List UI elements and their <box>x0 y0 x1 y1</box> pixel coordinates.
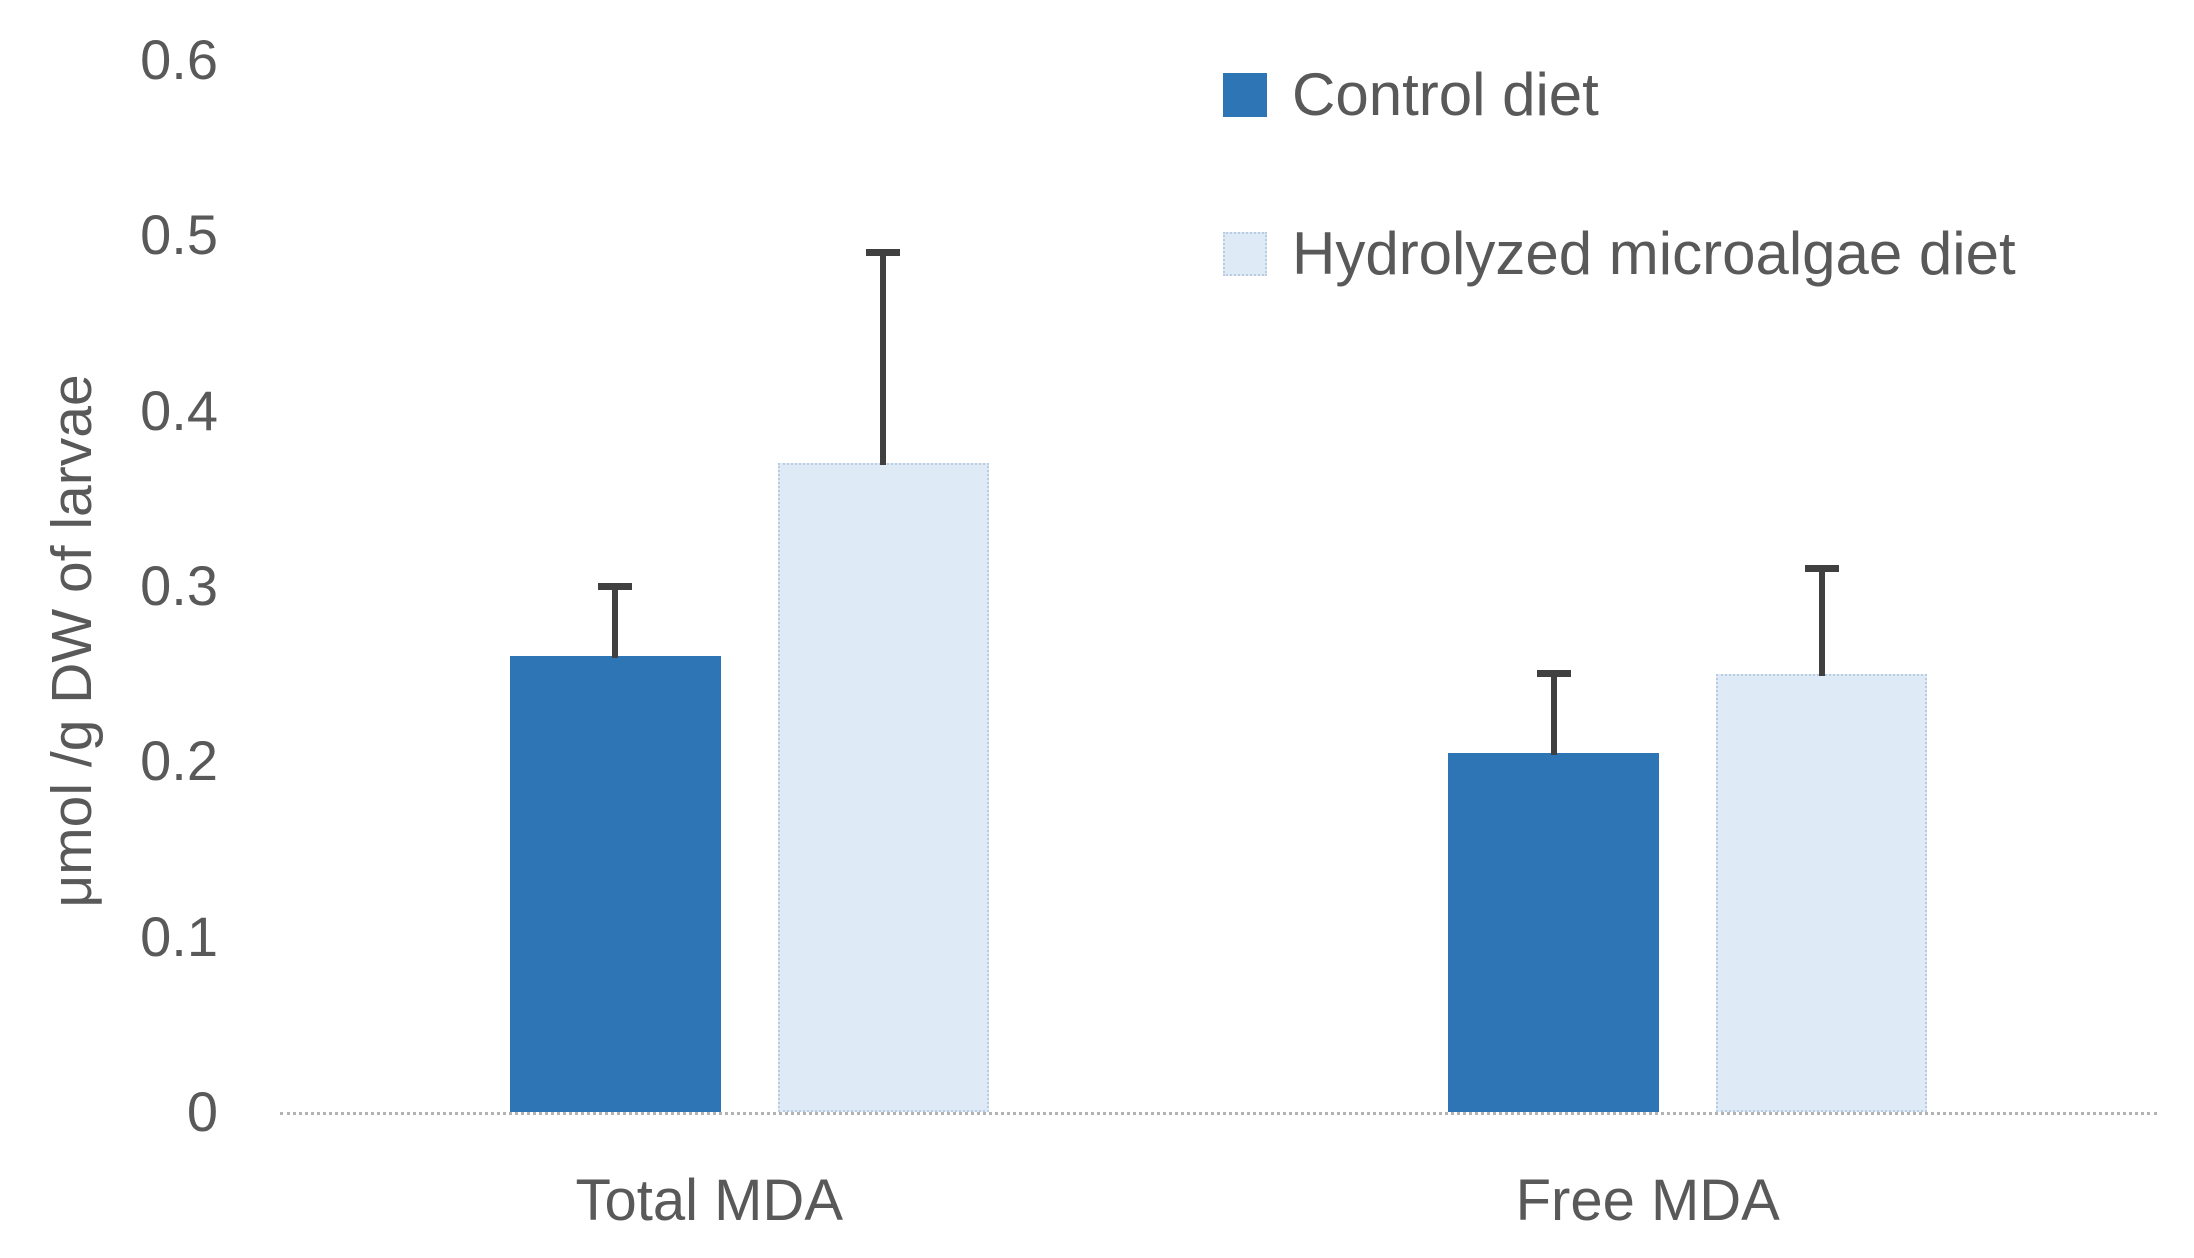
legend-label-hydrolyzed-microalgae-diet: Hydrolyzed microalgae diet <box>1292 220 2016 287</box>
error-bar-total-mda-hydrolyzed-microalgae-diet <box>880 252 887 466</box>
bar-total-mda-hydrolyzed-microalgae-diet <box>777 463 989 1112</box>
bar-total-mda-control-diet <box>509 656 721 1112</box>
legend: Control diet Hydrolyzed microalgae diet <box>1223 58 2016 291</box>
y-tick-label-0.1: 0.1 <box>140 904 218 968</box>
error-bar-free-mda-control-diet <box>1550 673 1557 755</box>
error-bar-total-mda-control-diet <box>612 586 619 659</box>
legend-swatch-control-diet-icon <box>1223 73 1267 117</box>
legend-swatch-hydrolyzed-microalgae-diet-icon <box>1223 232 1267 276</box>
legend-label-control-diet: Control diet <box>1292 61 1599 128</box>
category-label-total-mda: Total MDA <box>575 1168 843 1233</box>
y-tick-label-0.6: 0.6 <box>140 28 218 91</box>
y-tick-label-0: 0 <box>186 1080 218 1143</box>
bar-free-mda-control-diet <box>1448 752 1660 1112</box>
legend-item-hydrolyzed-microalgae-diet: Hydrolyzed microalgae diet <box>1223 217 2016 291</box>
y-tick-label-0.2: 0.2 <box>140 729 218 793</box>
y-tick-label-0.3: 0.3 <box>140 554 218 617</box>
error-bar-cap-free-mda-hydrolyzed-microalgae-diet <box>1804 564 1839 572</box>
y-tick-label-0.5: 0.5 <box>140 203 218 267</box>
error-bar-cap-free-mda-control-diet <box>1536 670 1571 678</box>
error-bar-free-mda-hydrolyzed-microalgae-diet <box>1818 568 1825 676</box>
legend-item-control-diet: Control diet <box>1223 58 2016 132</box>
error-bar-cap-total-mda-control-diet <box>598 582 633 590</box>
y-tick-label-0.4: 0.4 <box>140 378 218 442</box>
category-label-free-mda: Free MDA <box>1515 1168 1780 1233</box>
error-bar-cap-total-mda-hydrolyzed-microalgae-diet <box>866 249 901 257</box>
bar-free-mda-hydrolyzed-microalgae-diet <box>1716 673 1928 1112</box>
x-axis-line <box>280 1112 2157 1115</box>
